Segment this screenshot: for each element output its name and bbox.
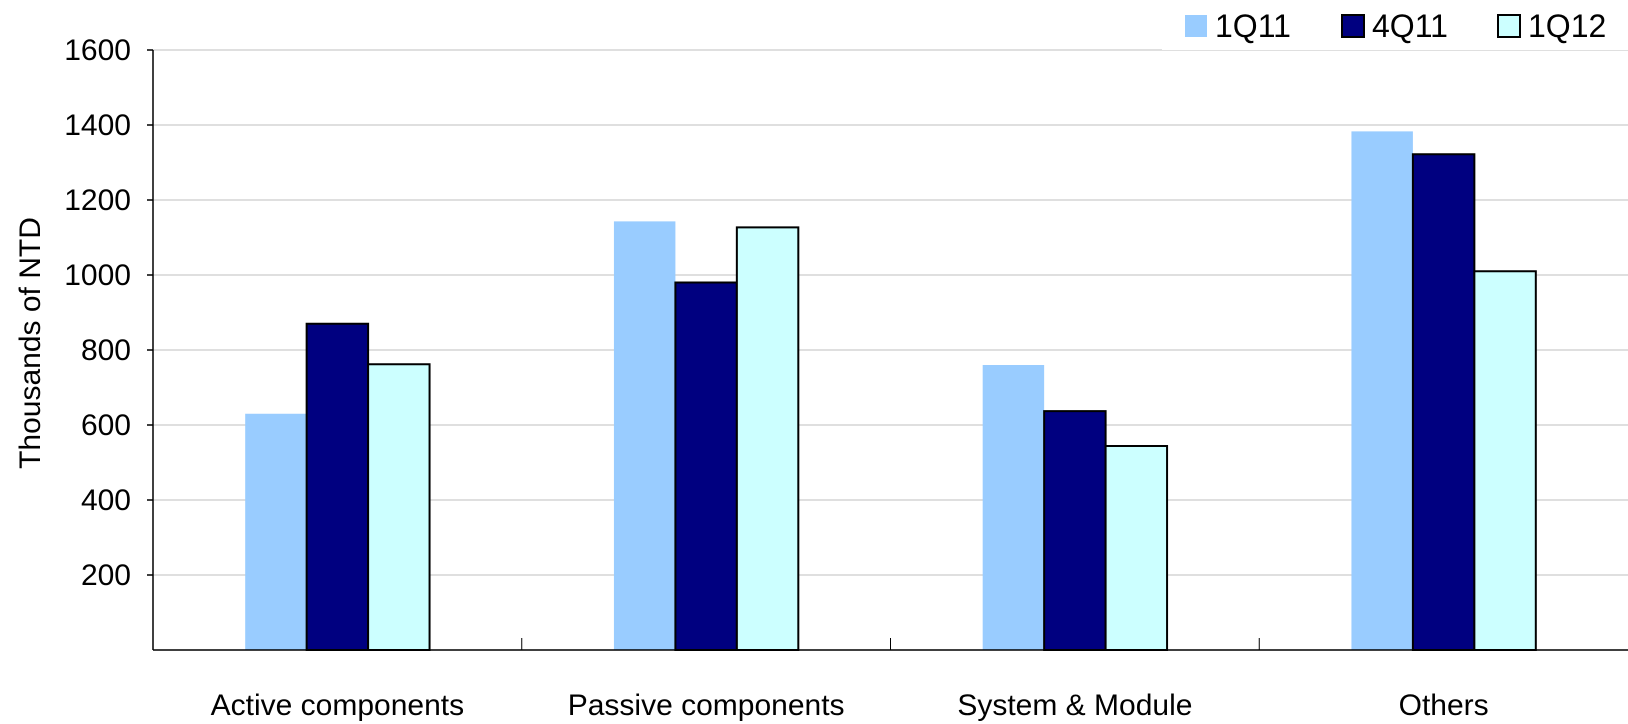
bar-1q11-2 <box>982 365 1045 650</box>
x-tick-label: Passive components <box>568 689 845 722</box>
y-tick-labels: 200 400 600 800 1000 1200 1400 1600 <box>64 34 131 592</box>
bars <box>245 131 1537 651</box>
bar-1q12-0 <box>367 363 431 651</box>
bar-1q11-1 <box>613 221 676 650</box>
legend-background <box>1162 0 1628 50</box>
y-tick-label: 400 <box>81 484 131 517</box>
bar-4q11-0 <box>305 322 370 651</box>
bar-4q11-1 <box>674 281 738 651</box>
y-tick-label: 800 <box>81 334 131 367</box>
legend-swatch-1q11 <box>1185 15 1207 37</box>
bar-1q12-1 <box>735 226 800 651</box>
bar-1q12-3 <box>1473 270 1537 651</box>
bar-1q11-0 <box>245 413 307 650</box>
bar-4q11-2 <box>1043 410 1107 651</box>
legend-swatch-1q12 <box>1497 14 1521 38</box>
bar-1q11-3 <box>1351 131 1413 650</box>
y-tick-label: 1000 <box>64 259 131 292</box>
y-tick-label: 1200 <box>64 184 131 217</box>
y-tick-label: 1400 <box>64 109 131 142</box>
y-axis-title: Thousands of NTD <box>14 217 47 469</box>
legend-label-1q12: 1Q12 <box>1528 8 1606 44</box>
y-tick-label: 600 <box>81 409 131 442</box>
legend-label-1q11: 1Q11 <box>1215 8 1291 44</box>
bar-4q11-3 <box>1411 153 1476 651</box>
y-tick-label: 200 <box>81 559 131 592</box>
y-tick-label: 1600 <box>64 34 131 67</box>
x-tick-label: Others <box>1399 689 1489 722</box>
x-tick-label: System & Module <box>957 689 1192 722</box>
legend-label-4q11: 4Q11 <box>1372 8 1448 44</box>
bar-1q12-2 <box>1104 445 1169 651</box>
x-tick-label: Active components <box>211 689 464 722</box>
legend-swatch-4q11 <box>1341 14 1365 38</box>
legend: 1Q11 4Q11 1Q12 <box>1162 0 1628 50</box>
axes <box>152 50 1628 651</box>
x-tick-labels: Active components Passive components Syste… <box>211 689 1489 722</box>
